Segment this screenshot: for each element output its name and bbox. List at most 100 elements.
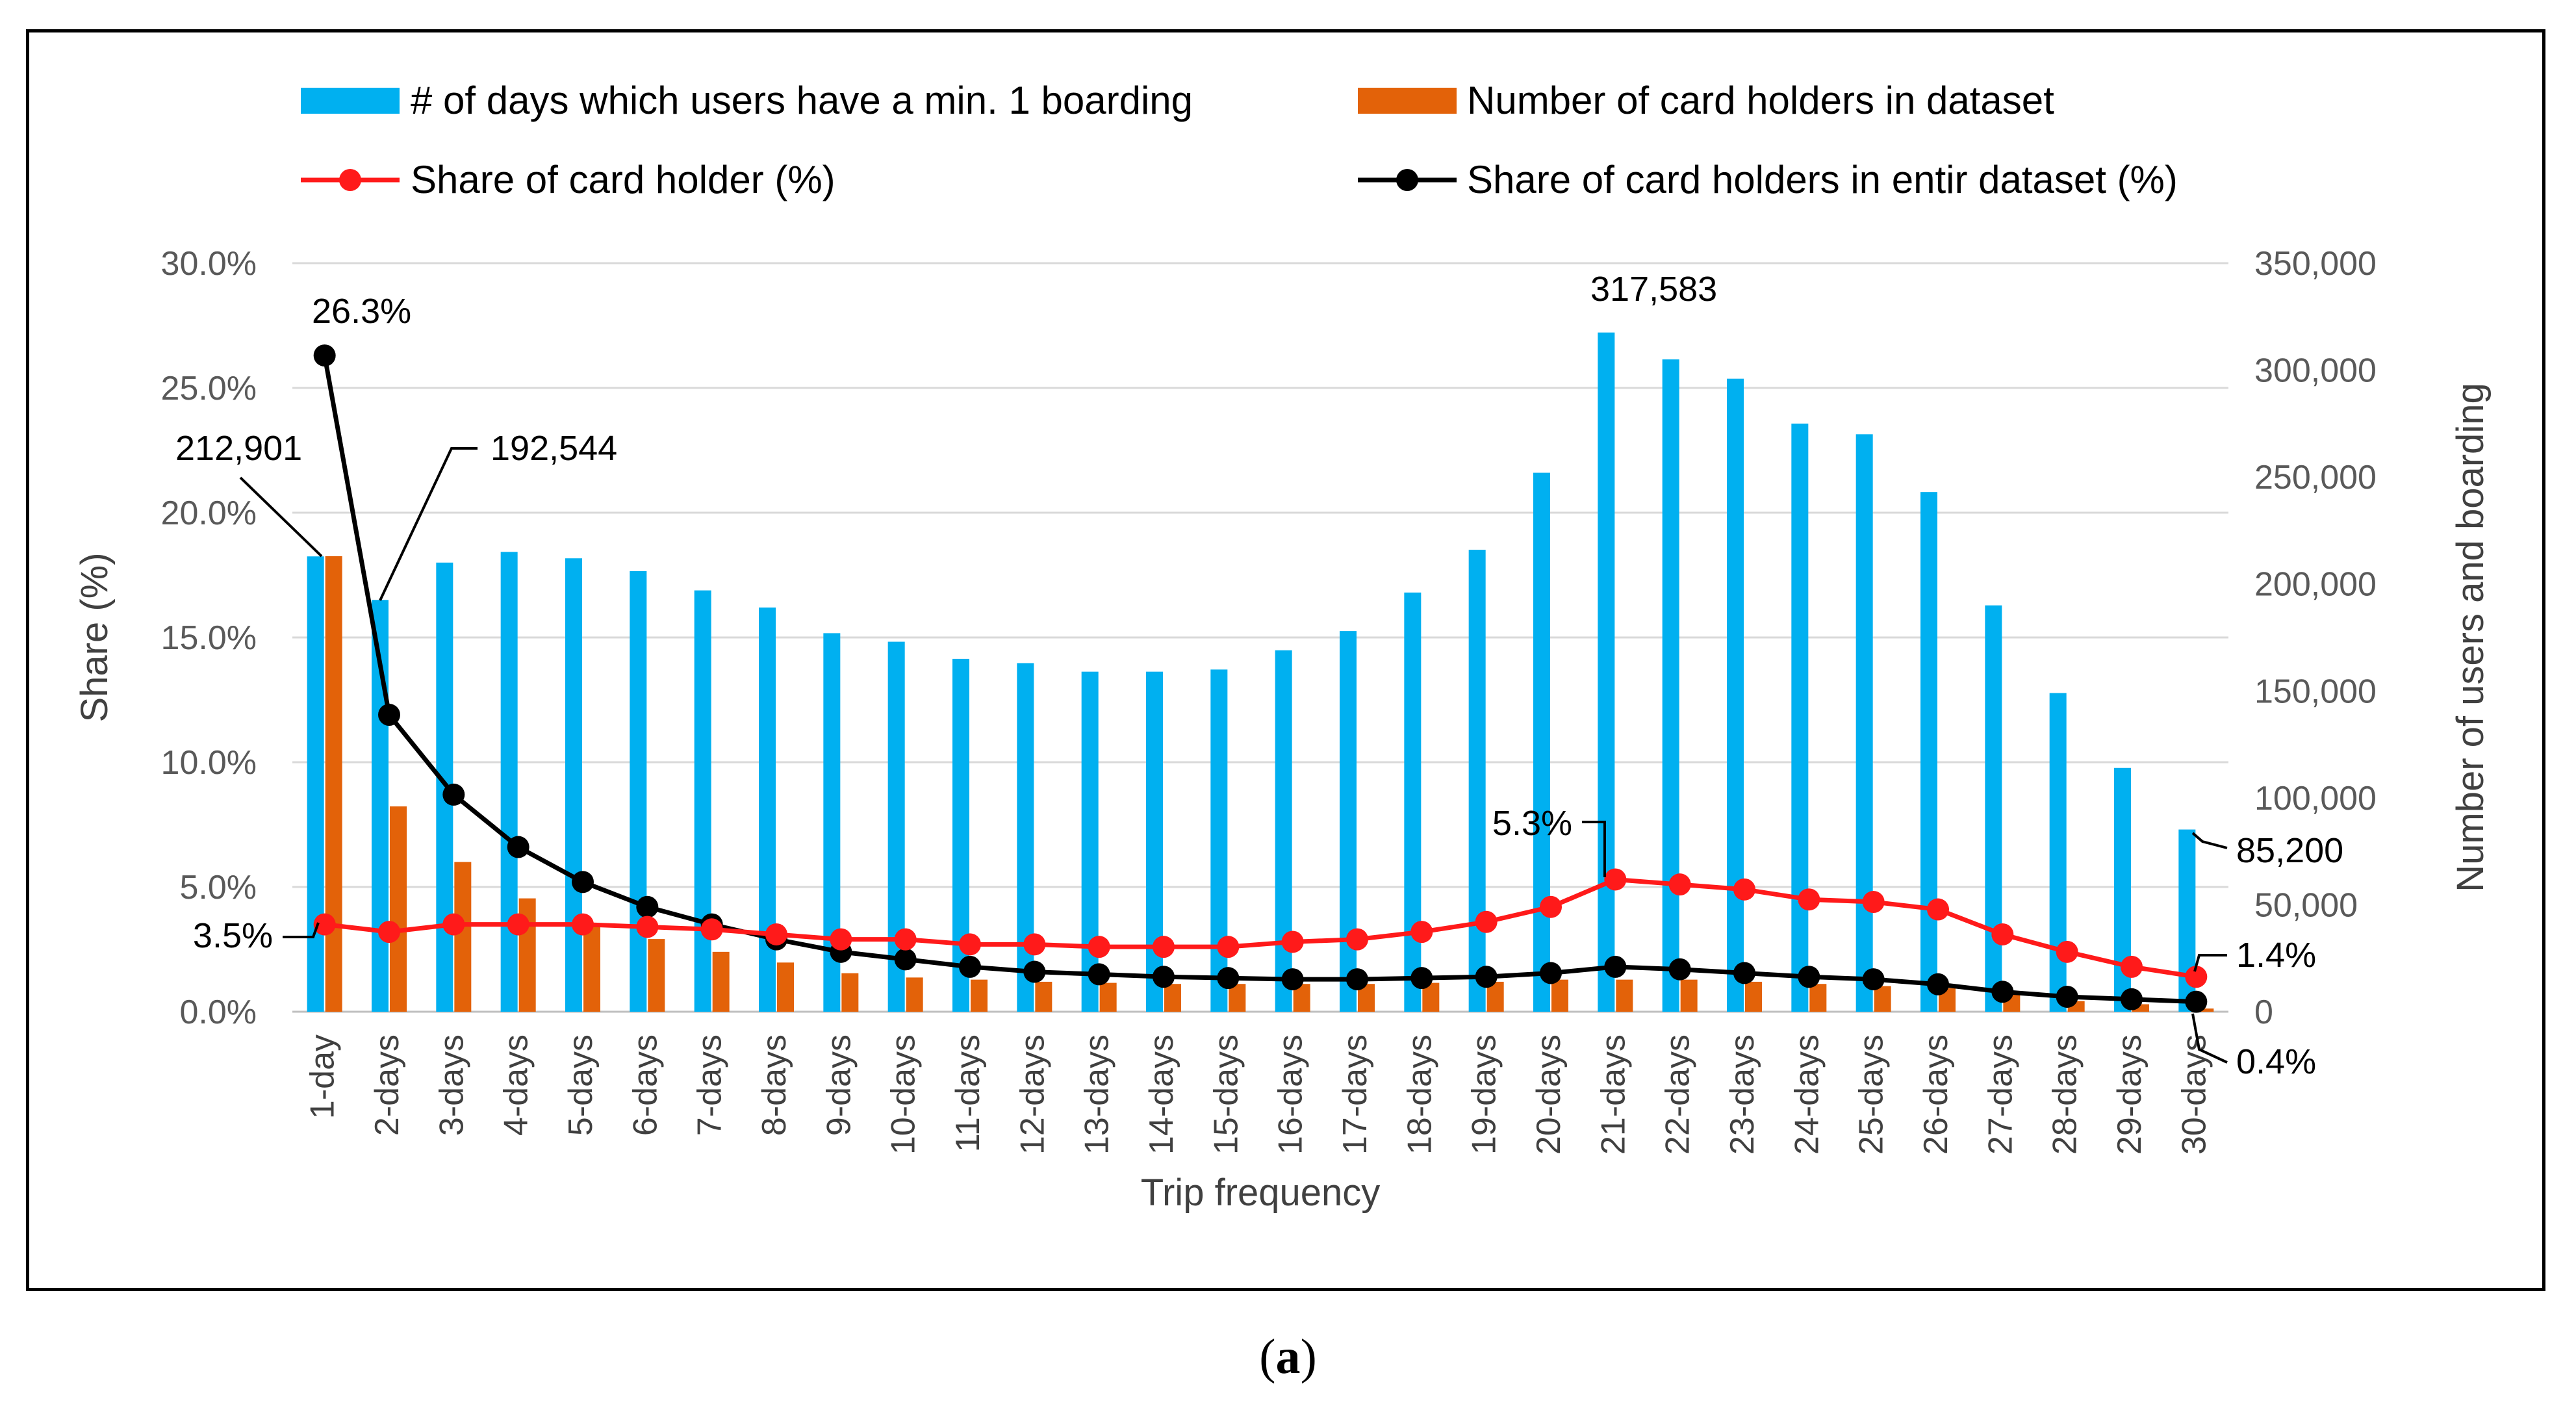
share-entire-point [1346,968,1368,991]
right-tick-label: 0 [2254,994,2273,1031]
data-label: 5.3% [1492,804,1572,843]
share-holder-point [507,913,529,936]
bar-holders-2-days [390,806,407,1012]
x-tick-label: 25-days [1853,1034,1891,1155]
right-tick-label: 50,000 [2254,886,2358,924]
x-tick-label: 13-days [1078,1034,1116,1155]
bar-holders-29-days [2132,1004,2149,1012]
share-holder-point [1088,936,1110,958]
x-tick-label: 7-days [691,1034,729,1136]
share-entire-point [1217,967,1240,990]
x-tick-label: 18-days [1401,1034,1438,1155]
data-label: 85,200 [2236,831,2343,870]
bar-days-12-days [1017,663,1034,1012]
bar-days-27-days [1985,605,2002,1012]
left-tick-label: 0.0% [179,994,257,1031]
bar-holders-5-days [583,926,600,1012]
share-entire-point [1733,962,1755,984]
share-entire-point [2121,988,2143,1010]
share-holder-point [894,928,917,951]
share-entire-point [507,836,529,858]
bar-days-19-days [1468,550,1486,1012]
legend-label-days: # of days which users have a min. 1 boar… [411,79,1193,122]
x-tick-label: 28-days [2047,1034,2084,1155]
share-holder-point [700,918,723,941]
figure-caption: (a) [1259,1329,1317,1384]
share-holder-point [1798,888,1820,911]
x-tick-label: 2-days [368,1034,406,1136]
share-holder-point [765,923,787,945]
x-tick-label: 3-days [433,1034,470,1136]
bar-days-14-days [1146,671,1163,1012]
data-label: 212,901 [175,429,302,468]
data-label: 192,544 [491,429,617,468]
share-holder-point [2185,966,2208,988]
share-holder-point [1604,868,1627,891]
bar-holders-11-days [971,979,988,1012]
left-axis-title: Share (%) [73,552,116,722]
share-holder-point [1475,910,1498,933]
x-tick-label: 15-days [1207,1034,1245,1155]
share-holder-point [1023,933,1046,956]
bar-holders-10-days [906,977,923,1012]
share-holder-point [1346,928,1368,951]
data-label: 317,583 [1590,270,1717,309]
share-entire-point [2185,990,2208,1013]
x-tick-label: 5-days [562,1034,600,1136]
data-label: 0.4% [2236,1042,2316,1081]
bar-days-23-days [1727,378,1744,1012]
bar-holders-1-day [325,556,342,1012]
x-tick-label: 4-days [498,1034,535,1136]
share-entire-point [1668,958,1691,981]
leader-line [2191,832,2228,849]
bar-days-6-days [630,571,647,1012]
right-tick-label: 250,000 [2254,459,2377,496]
legend-swatch-holders [1358,88,1457,114]
bar-days-22-days [1662,359,1679,1012]
share-holder-point [959,933,981,956]
share-holder-point [1668,873,1691,896]
leader-line [379,447,478,601]
share-holder-point [1733,878,1755,901]
share-holder-point [636,916,659,938]
bar-holders-30-days [2197,1008,2214,1012]
x-tick-label: 22-days [1659,1034,1697,1155]
bar-holders-12-days [1035,981,1052,1012]
share-entire-point [636,895,659,918]
x-tick-label: 19-days [1466,1034,1503,1155]
share-entire-point [442,783,465,806]
bar-holders-7-days [712,951,730,1012]
share-holder-point [2121,955,2143,978]
bar-days-16-days [1275,650,1292,1012]
share-holder-point [1540,895,1562,918]
left-tick-label: 20.0% [161,494,257,532]
share-holder-point [1927,898,1949,921]
legend-label-holders: Number of card holders in dataset [1467,79,2054,122]
legend-swatch-days [301,88,400,114]
bar-holders-21-days [1616,979,1633,1012]
share-entire-point [1088,963,1110,986]
share-holder-point [378,921,400,943]
left-tick-label: 30.0% [161,245,257,283]
bar-holders-22-days [1680,979,1698,1012]
bar-days-25-days [1855,434,1873,1012]
bar-days-18-days [1404,592,1422,1012]
x-tick-label: 6-days [626,1034,664,1136]
right-tick-label: 200,000 [2254,566,2377,604]
legend-marker-entire [1396,169,1418,191]
share-entire-point [1798,966,1820,988]
x-tick-label: 17-days [1336,1034,1374,1155]
bar-days-13-days [1081,671,1099,1012]
leader-line [2193,954,2227,972]
share-entire-point [1604,955,1627,978]
share-holder-line [324,877,2197,979]
right-axis-title: Number of users and boarding [2449,383,2492,892]
share-holder-point [1153,936,1175,958]
x-tick-label: 24-days [1788,1034,1826,1155]
share-entire-point [1991,981,2014,1003]
share-entire-point [313,344,336,367]
x-tick-label: 29-days [2111,1034,2149,1155]
x-tick-label: 8-days [756,1034,793,1136]
share-holder-point [442,913,465,936]
share-holder-point [830,928,852,951]
